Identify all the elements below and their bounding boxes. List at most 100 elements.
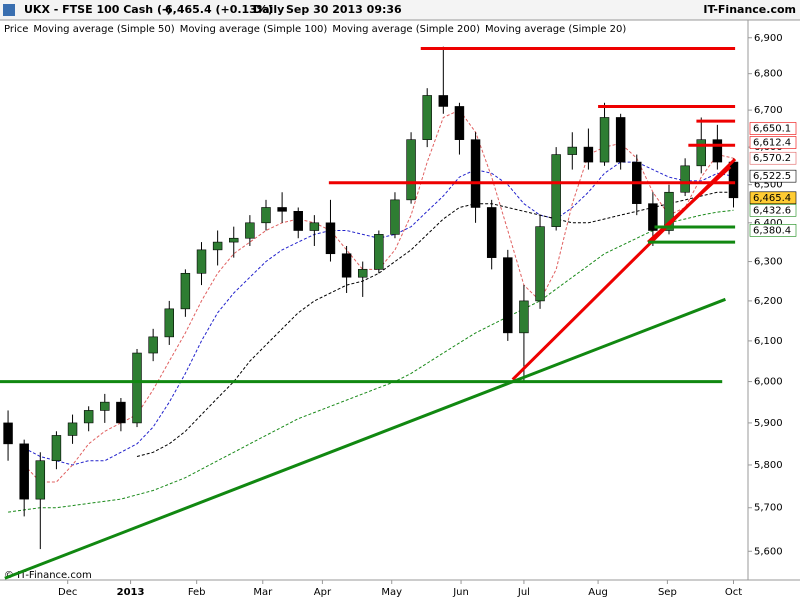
candle-body [357,269,368,278]
candle-body [680,165,690,193]
candle-body [438,95,449,107]
candle-body [615,117,626,163]
candle-body [454,106,465,140]
price-label: 6,380.4 [753,225,791,236]
candle-body [116,401,126,424]
x-tick-label: Feb [188,587,206,598]
candle-body [67,422,78,436]
y-tick-label: 5,900 [754,418,783,429]
watermark: © IT-Finance.com [4,570,92,581]
candle-body [325,222,336,255]
x-tick-label: May [381,587,402,598]
candle-body [422,95,432,140]
candle-body [599,117,610,163]
y-tick-label: 6,100 [754,336,783,347]
candle-body [35,460,46,500]
moving-average [23,109,734,483]
price-label-box [749,122,797,135]
candle-body [245,222,255,239]
legend-entry: Moving average (Simple 100) [180,24,328,35]
symbol: UKX - FTSE 100 Cash (-) [24,3,172,16]
period: Daily [253,3,284,16]
candle-body [100,401,110,411]
price-label-box [749,151,797,165]
trendline [4,297,726,580]
candle-body [519,300,529,334]
candle-body [470,139,481,208]
price-label-box [749,191,797,205]
x-tick-label: Oct [725,587,742,598]
candle-body [277,207,287,212]
candle-body [3,422,13,445]
x-tick-label: Aug [588,587,608,598]
legend-entry: Moving average (Simple 50) [33,24,174,35]
moving-average [8,209,734,513]
x-tick-label: Jul [517,587,530,598]
x-tick-label: Sep [658,587,677,598]
candle-body [406,139,416,201]
x-tick-label: Mar [253,587,273,598]
x-tick-label: 2013 [117,587,145,598]
price-label: 6,570.2 [753,153,791,164]
quote: 6,465.4 (+0.13%) [165,3,273,16]
candle-body [51,435,62,462]
header-bar [0,0,800,20]
candle-body [83,410,94,424]
candle-body [551,154,561,227]
candle-body [196,249,207,274]
legend-entry: Moving average (Simple 20) [485,24,626,35]
y-tick-label: 6,900 [754,33,783,44]
candle-body [293,211,303,231]
x-tick-label: Dec [58,587,77,598]
y-tick-label: 6,200 [754,296,783,307]
candle-body [567,146,578,155]
candle-body [486,207,497,258]
price-label: 6,522.5 [753,171,791,182]
price-label: 6,465.4 [753,193,791,204]
candle-body [164,308,175,338]
price-label: 6,612.4 [753,137,791,148]
candle-body [535,226,545,302]
legend-entry: Moving average (Simple 200) [332,24,480,35]
y-tick-label: 6,500 [754,180,783,191]
datetime: Sep 30 2013 09:36 [286,3,402,16]
y-tick-label: 6,000 [754,377,783,388]
price-label-box [749,204,797,217]
price-label-box [749,136,797,149]
candle-body [148,336,158,354]
plot-area [0,46,739,580]
y-tick-label: 5,700 [754,503,783,514]
candle-body [696,139,706,167]
candle-body [212,241,223,251]
y-tick-label: 6,700 [754,105,783,116]
candle-body [583,146,594,163]
candle-body [390,199,400,235]
y-tick-label: 5,600 [754,546,783,557]
source: IT-Finance.com [703,3,796,16]
candle-body [341,253,352,278]
legend: Price Moving average (Simple 50) Moving av… [4,24,626,35]
price-label-box [749,224,797,237]
y-tick-label: 6,400 [754,218,783,229]
legend-entry: Price [4,24,28,35]
price-label: 6,432.6 [753,205,791,216]
x-tick-label: Apr [314,587,332,598]
y-tick-label: 6,300 [754,257,783,268]
candle-body [712,139,723,163]
price-label: 6,650.1 [753,124,791,135]
candle-body [374,234,384,270]
y-tick-label: 5,800 [754,460,783,471]
candle-body [648,203,658,231]
candle-body [229,237,239,243]
candle-body [261,207,271,224]
price-label-box [749,169,797,183]
y-tick-label: 6,800 [754,69,783,80]
trendline [647,165,732,244]
icon [3,4,15,16]
candle-body [180,272,191,310]
candle-body [19,443,29,500]
candle-body [503,257,513,334]
candle-body [309,222,320,231]
